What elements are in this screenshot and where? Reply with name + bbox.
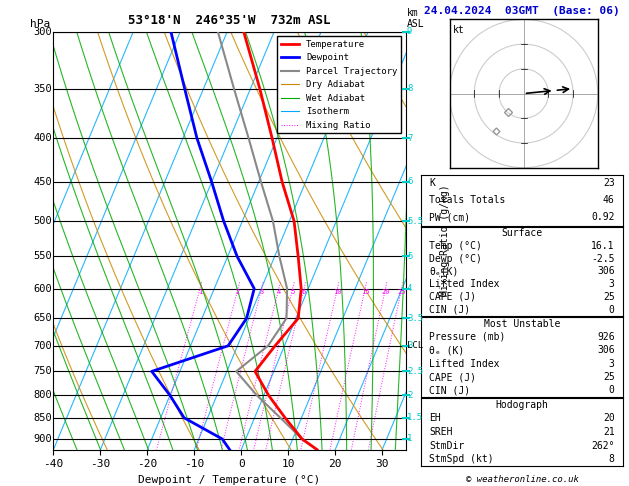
- Text: 2: 2: [236, 289, 240, 295]
- Text: 306: 306: [597, 345, 615, 355]
- Text: 350: 350: [33, 84, 52, 94]
- Text: 2: 2: [407, 391, 413, 400]
- Text: 0.92: 0.92: [591, 212, 615, 223]
- Text: LCL: LCL: [407, 341, 423, 350]
- Text: 16.1: 16.1: [591, 241, 615, 251]
- Text: 9: 9: [407, 27, 413, 36]
- Text: 10: 10: [333, 289, 342, 295]
- Text: SREH: SREH: [430, 427, 453, 437]
- Text: 20: 20: [603, 414, 615, 423]
- Text: StmDir: StmDir: [430, 441, 465, 451]
- Text: 0: 0: [609, 385, 615, 396]
- Text: Lifted Index: Lifted Index: [430, 359, 500, 369]
- Text: Surface: Surface: [501, 228, 543, 238]
- Text: hPa: hPa: [30, 19, 50, 29]
- Text: 25: 25: [603, 292, 615, 302]
- Text: Temp (°C): Temp (°C): [430, 241, 482, 251]
- Text: kt: kt: [452, 25, 464, 35]
- Text: θₑ(K): θₑ(K): [430, 266, 459, 277]
- Text: StmSpd (kt): StmSpd (kt): [430, 454, 494, 464]
- Text: 5: 5: [291, 289, 295, 295]
- Text: 650: 650: [33, 313, 52, 323]
- Text: 300: 300: [33, 27, 52, 36]
- Text: 25: 25: [603, 372, 615, 382]
- Text: 8: 8: [407, 84, 413, 93]
- Text: 850: 850: [33, 413, 52, 423]
- Text: 25: 25: [398, 289, 406, 295]
- Text: CIN (J): CIN (J): [430, 385, 470, 396]
- Text: 46: 46: [603, 195, 615, 206]
- Text: 1.5: 1.5: [407, 413, 423, 422]
- Text: 3: 3: [407, 341, 413, 350]
- Text: CAPE (J): CAPE (J): [430, 292, 477, 302]
- Text: 23: 23: [603, 178, 615, 189]
- Text: 550: 550: [33, 251, 52, 261]
- Text: Lifted Index: Lifted Index: [430, 279, 500, 289]
- Text: 600: 600: [33, 284, 52, 294]
- Text: 4: 4: [407, 284, 413, 293]
- Text: 750: 750: [33, 366, 52, 376]
- Text: 450: 450: [33, 177, 52, 187]
- Text: 5: 5: [407, 252, 413, 261]
- Text: K: K: [430, 178, 435, 189]
- Text: 3: 3: [609, 279, 615, 289]
- Text: 8: 8: [609, 454, 615, 464]
- Text: 1: 1: [407, 434, 413, 444]
- Text: 262°: 262°: [591, 441, 615, 451]
- Text: EH: EH: [430, 414, 441, 423]
- Text: -2.5: -2.5: [591, 254, 615, 264]
- Text: Most Unstable: Most Unstable: [484, 318, 560, 329]
- Text: Dewp (°C): Dewp (°C): [430, 254, 482, 264]
- Text: 7: 7: [407, 134, 413, 143]
- Text: 700: 700: [33, 341, 52, 351]
- Text: 24.04.2024  03GMT  (Base: 06): 24.04.2024 03GMT (Base: 06): [424, 6, 620, 16]
- Text: 3: 3: [609, 359, 615, 369]
- Text: 1: 1: [198, 289, 202, 295]
- Text: 53°18'N  246°35'W  732m ASL: 53°18'N 246°35'W 732m ASL: [128, 14, 331, 27]
- Text: 21: 21: [603, 427, 615, 437]
- Text: 900: 900: [33, 434, 52, 444]
- Text: 0: 0: [609, 305, 615, 314]
- Text: 400: 400: [33, 133, 52, 143]
- Text: CAPE (J): CAPE (J): [430, 372, 477, 382]
- Text: Mixing Ratio (g/kg): Mixing Ratio (g/kg): [440, 185, 450, 296]
- Text: Hodograph: Hodograph: [496, 400, 548, 410]
- Text: Pressure (mb): Pressure (mb): [430, 332, 506, 342]
- Text: 4: 4: [277, 289, 281, 295]
- Text: θₑ (K): θₑ (K): [430, 345, 465, 355]
- Text: © weatheronline.co.uk: © weatheronline.co.uk: [465, 474, 579, 484]
- Text: 3.5: 3.5: [407, 314, 423, 323]
- Text: 926: 926: [597, 332, 615, 342]
- Text: 6: 6: [407, 177, 413, 187]
- Text: 500: 500: [33, 216, 52, 226]
- Text: CIN (J): CIN (J): [430, 305, 470, 314]
- Text: 800: 800: [33, 390, 52, 400]
- Text: 15: 15: [361, 289, 369, 295]
- Text: PW (cm): PW (cm): [430, 212, 470, 223]
- Text: km
ASL: km ASL: [407, 8, 425, 29]
- Text: Totals Totals: Totals Totals: [430, 195, 506, 206]
- Text: 2.5: 2.5: [407, 367, 423, 376]
- Legend: Temperature, Dewpoint, Parcel Trajectory, Dry Adiabat, Wet Adiabat, Isotherm, Mi: Temperature, Dewpoint, Parcel Trajectory…: [277, 36, 401, 134]
- X-axis label: Dewpoint / Temperature (°C): Dewpoint / Temperature (°C): [138, 475, 321, 485]
- Text: 306: 306: [597, 266, 615, 277]
- Text: 3: 3: [259, 289, 264, 295]
- Text: 20: 20: [381, 289, 390, 295]
- Text: 6: 6: [302, 289, 306, 295]
- Text: 5.5: 5.5: [407, 217, 423, 226]
